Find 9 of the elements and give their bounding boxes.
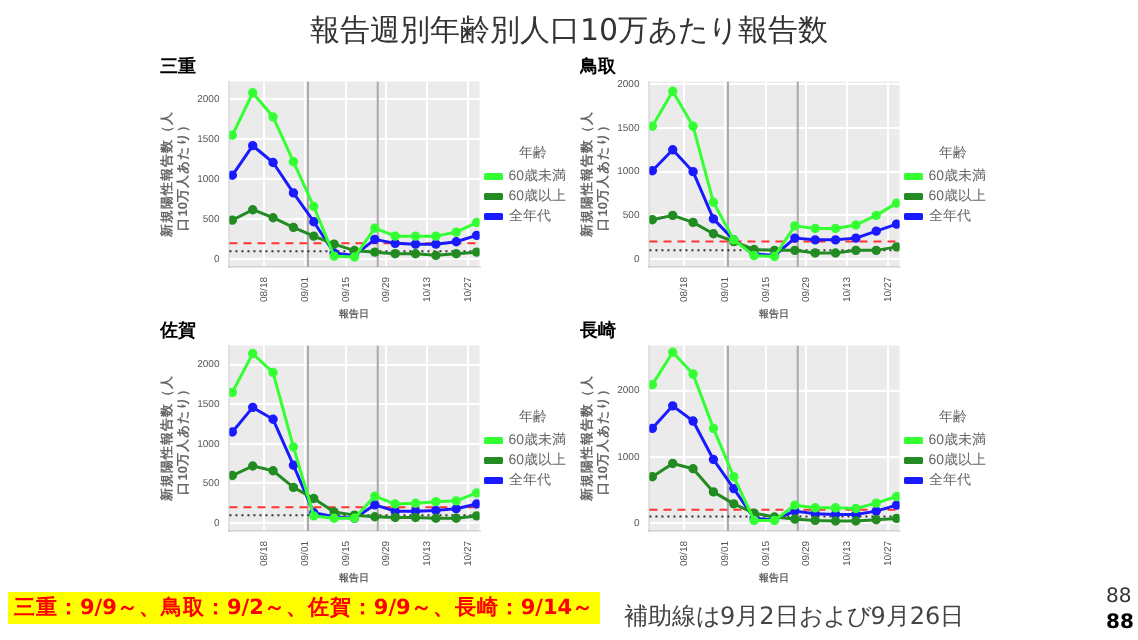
chart-title: 三重 [160,55,196,76]
chart-title: 鳥取 [578,55,618,76]
text: 補助線は9月2日および9月26日 [624,600,965,634]
text: 88 [1106,612,1134,634]
text: 三重：9/9～、鳥取：9/2～、佐賀：9/9～、長崎：9/14～ [8,592,601,624]
chart-title: 佐賀 [158,319,196,340]
chart-title: 長崎 [578,319,616,340]
text: 88 [1106,586,1132,608]
text: 報告週別年齢別人口10万あたり報告数 [307,12,831,50]
